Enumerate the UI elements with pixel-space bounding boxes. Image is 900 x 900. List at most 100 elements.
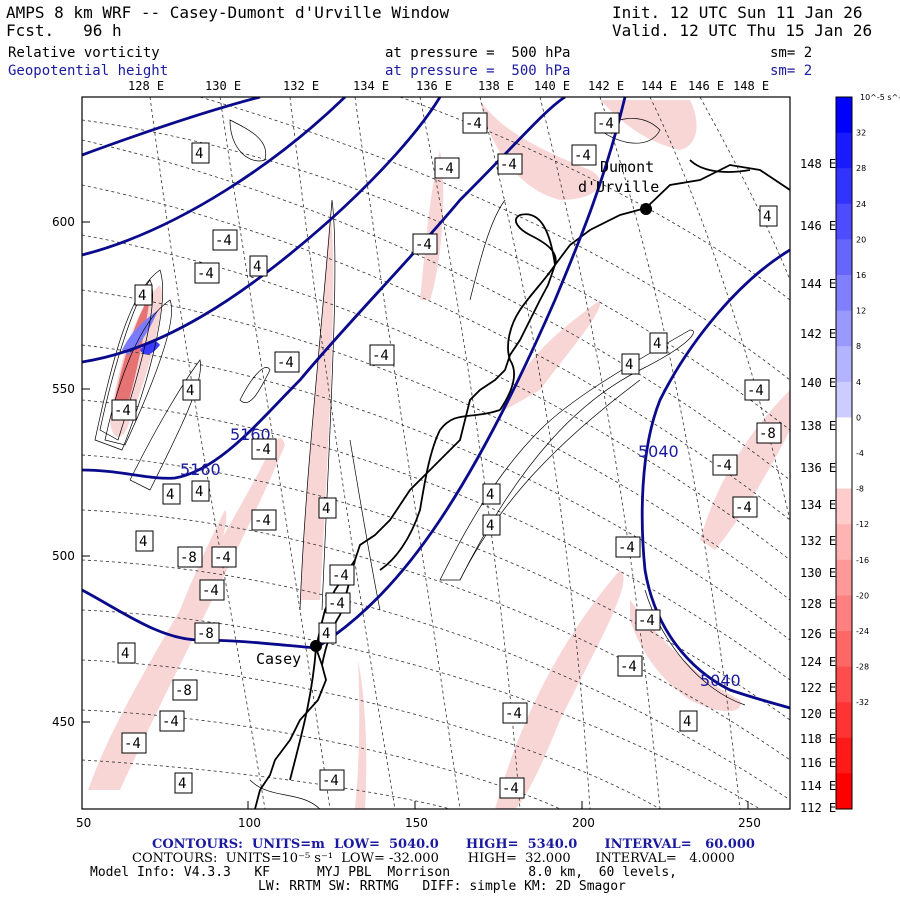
y-tick-label: 450 [52, 715, 75, 729]
model-info: Model Info: V4.3.3 KF MYJ PBL Morrison 8… [90, 865, 677, 880]
vorticity-contour-info: CONTOURS: UNITS=10⁻⁵ s⁻¹ LOW= -32.000 HI… [132, 851, 735, 866]
colorbar-swatch [836, 310, 852, 347]
colorbar-tick-label: -16 [856, 556, 869, 565]
vort-label: 4 [195, 484, 203, 500]
vort-label: -8 [175, 683, 192, 699]
colorbar-swatch [836, 275, 852, 312]
lon-label: 148 E [733, 79, 769, 93]
lon-label: 142 E [800, 327, 836, 341]
field2-name: Geopotential height [8, 63, 169, 79]
colorbar-tick-label: 12 [856, 307, 866, 316]
vort-label: -4 [747, 383, 764, 399]
colorbar-tick-label: -28 [856, 663, 869, 672]
lon-label: 128 E [800, 597, 836, 611]
lon-label: 132 E [283, 79, 319, 93]
colorbar: 32 28 24 20 16 12 8 4 0 -4 -8 -12 -16 -20 -24 -28 -32 [835, 96, 869, 810]
vort-label: -4 [574, 148, 591, 164]
vort-label: 4 [138, 288, 146, 304]
vort-label: -4 [597, 116, 614, 132]
colorbar-swatch [836, 737, 852, 774]
colorbar-tick-label: 4 [856, 378, 861, 387]
colorbar-swatch [836, 381, 852, 418]
valid-time: Valid. 12 UTC Thu 15 Jan 26 [612, 21, 873, 40]
vort-label: -4 [254, 513, 271, 529]
lon-label: 126 E [800, 627, 836, 641]
vort-label: -4 [437, 161, 454, 177]
vort-label: -4 [372, 348, 389, 364]
vorticity-shading [88, 100, 790, 809]
lon-label: 114 E [800, 779, 836, 793]
vort-label: 4 [625, 357, 633, 373]
vort-label: -4 [114, 403, 131, 419]
colorbar-tick-label: 20 [856, 235, 866, 244]
y-tick-label: 550 [52, 382, 75, 396]
colorbar-units: 10^-5 s^-1 [860, 93, 900, 102]
vort-label: -4 [332, 568, 349, 584]
lon-label: 120 E [800, 707, 836, 721]
vort-label: 4 [195, 146, 203, 162]
lon-label: 118 E [800, 732, 836, 746]
colorbar-swatch [836, 239, 852, 276]
colorbar-tick-label: -4 [856, 449, 864, 458]
colorbar-tick-label: -12 [856, 520, 869, 529]
field1-level: at pressure = 500 hPa [385, 45, 571, 61]
colorbar-frame [835, 96, 853, 810]
lon-label: 122 E [800, 681, 836, 695]
lon-label: 130 E [800, 566, 836, 580]
plot-frame [81, 96, 791, 810]
colorbar-swatch [836, 417, 852, 454]
field1-smoothing: sm= 2 [770, 45, 813, 61]
colorbar-swatch [836, 773, 852, 810]
vort-label: 4 [186, 383, 194, 399]
field2-smoothing: sm= 2 [770, 63, 813, 79]
vort-label: -4 [638, 613, 655, 629]
lon-label: 138 E [478, 79, 514, 93]
y-tick-label: 600 [52, 215, 75, 229]
vort-label: -4 [124, 736, 141, 752]
lon-label: 140 E [534, 79, 570, 93]
colorbar-tick-label: 24 [856, 200, 866, 209]
colorbar-swatch [836, 453, 852, 490]
height-contour-info: CONTOURS: UNITS=m LOW= 5040.0 HIGH= 5340… [152, 837, 755, 852]
colorbar-tick-label: 28 [856, 164, 866, 173]
colorbar-tick-label: -8 [856, 485, 864, 494]
coastline [254, 159, 790, 809]
colorbar-tick-label: 0 [856, 413, 861, 422]
vorticity-labels: 4 -4 -4 4 4 4 -4 -4 -4 -4 -4 -4 -4 -4 -4… [111, 112, 782, 799]
colorbar-swatch [836, 132, 852, 169]
vort-label: 4 [139, 534, 147, 550]
vort-label: 4 [178, 776, 186, 792]
colorbar-swatch [836, 168, 852, 205]
vort-label: -4 [202, 583, 219, 599]
lon-label: 116 E [800, 756, 836, 770]
vort-label: -4 [415, 237, 432, 253]
map-title: AMPS 8 km WRF -- Casey-Dumont d'Urville … [6, 3, 450, 22]
vort-label: -4 [328, 596, 345, 612]
forecast-hour: Fcst. 96 h [6, 21, 122, 40]
vort-label: -4 [715, 458, 732, 474]
lon-label: 144 E [800, 277, 836, 291]
vort-label: -4 [505, 706, 522, 722]
vort-label: -4 [197, 266, 214, 282]
vort-label: 4 [683, 714, 691, 730]
station-casey: Casey [256, 640, 322, 668]
lon-label: 124 E [800, 655, 836, 669]
colorbar-tick-label: 8 [856, 342, 861, 351]
vort-label: -4 [162, 714, 179, 730]
vort-label: -4 [214, 550, 231, 566]
station-dumont: Dumont d'Urville [578, 158, 659, 215]
vort-label: 4 [253, 259, 261, 275]
colorbar-tick-label: 16 [856, 271, 866, 280]
lon-label: 136 E [416, 79, 452, 93]
vort-label: -4 [254, 442, 271, 458]
vort-label: 4 [121, 646, 129, 662]
physics-info: LW: RRTM SW: RRTMG DIFF: simple KM: 2D S… [258, 879, 626, 894]
vort-label: -4 [215, 233, 232, 249]
vort-label: 4 [486, 518, 494, 534]
vort-label: 4 [322, 626, 330, 642]
vort-label: -4 [465, 116, 482, 132]
field1-name: Relative vorticity [8, 45, 160, 61]
lon-label: 134 E [800, 498, 836, 512]
height-label: 5160 [180, 460, 221, 479]
